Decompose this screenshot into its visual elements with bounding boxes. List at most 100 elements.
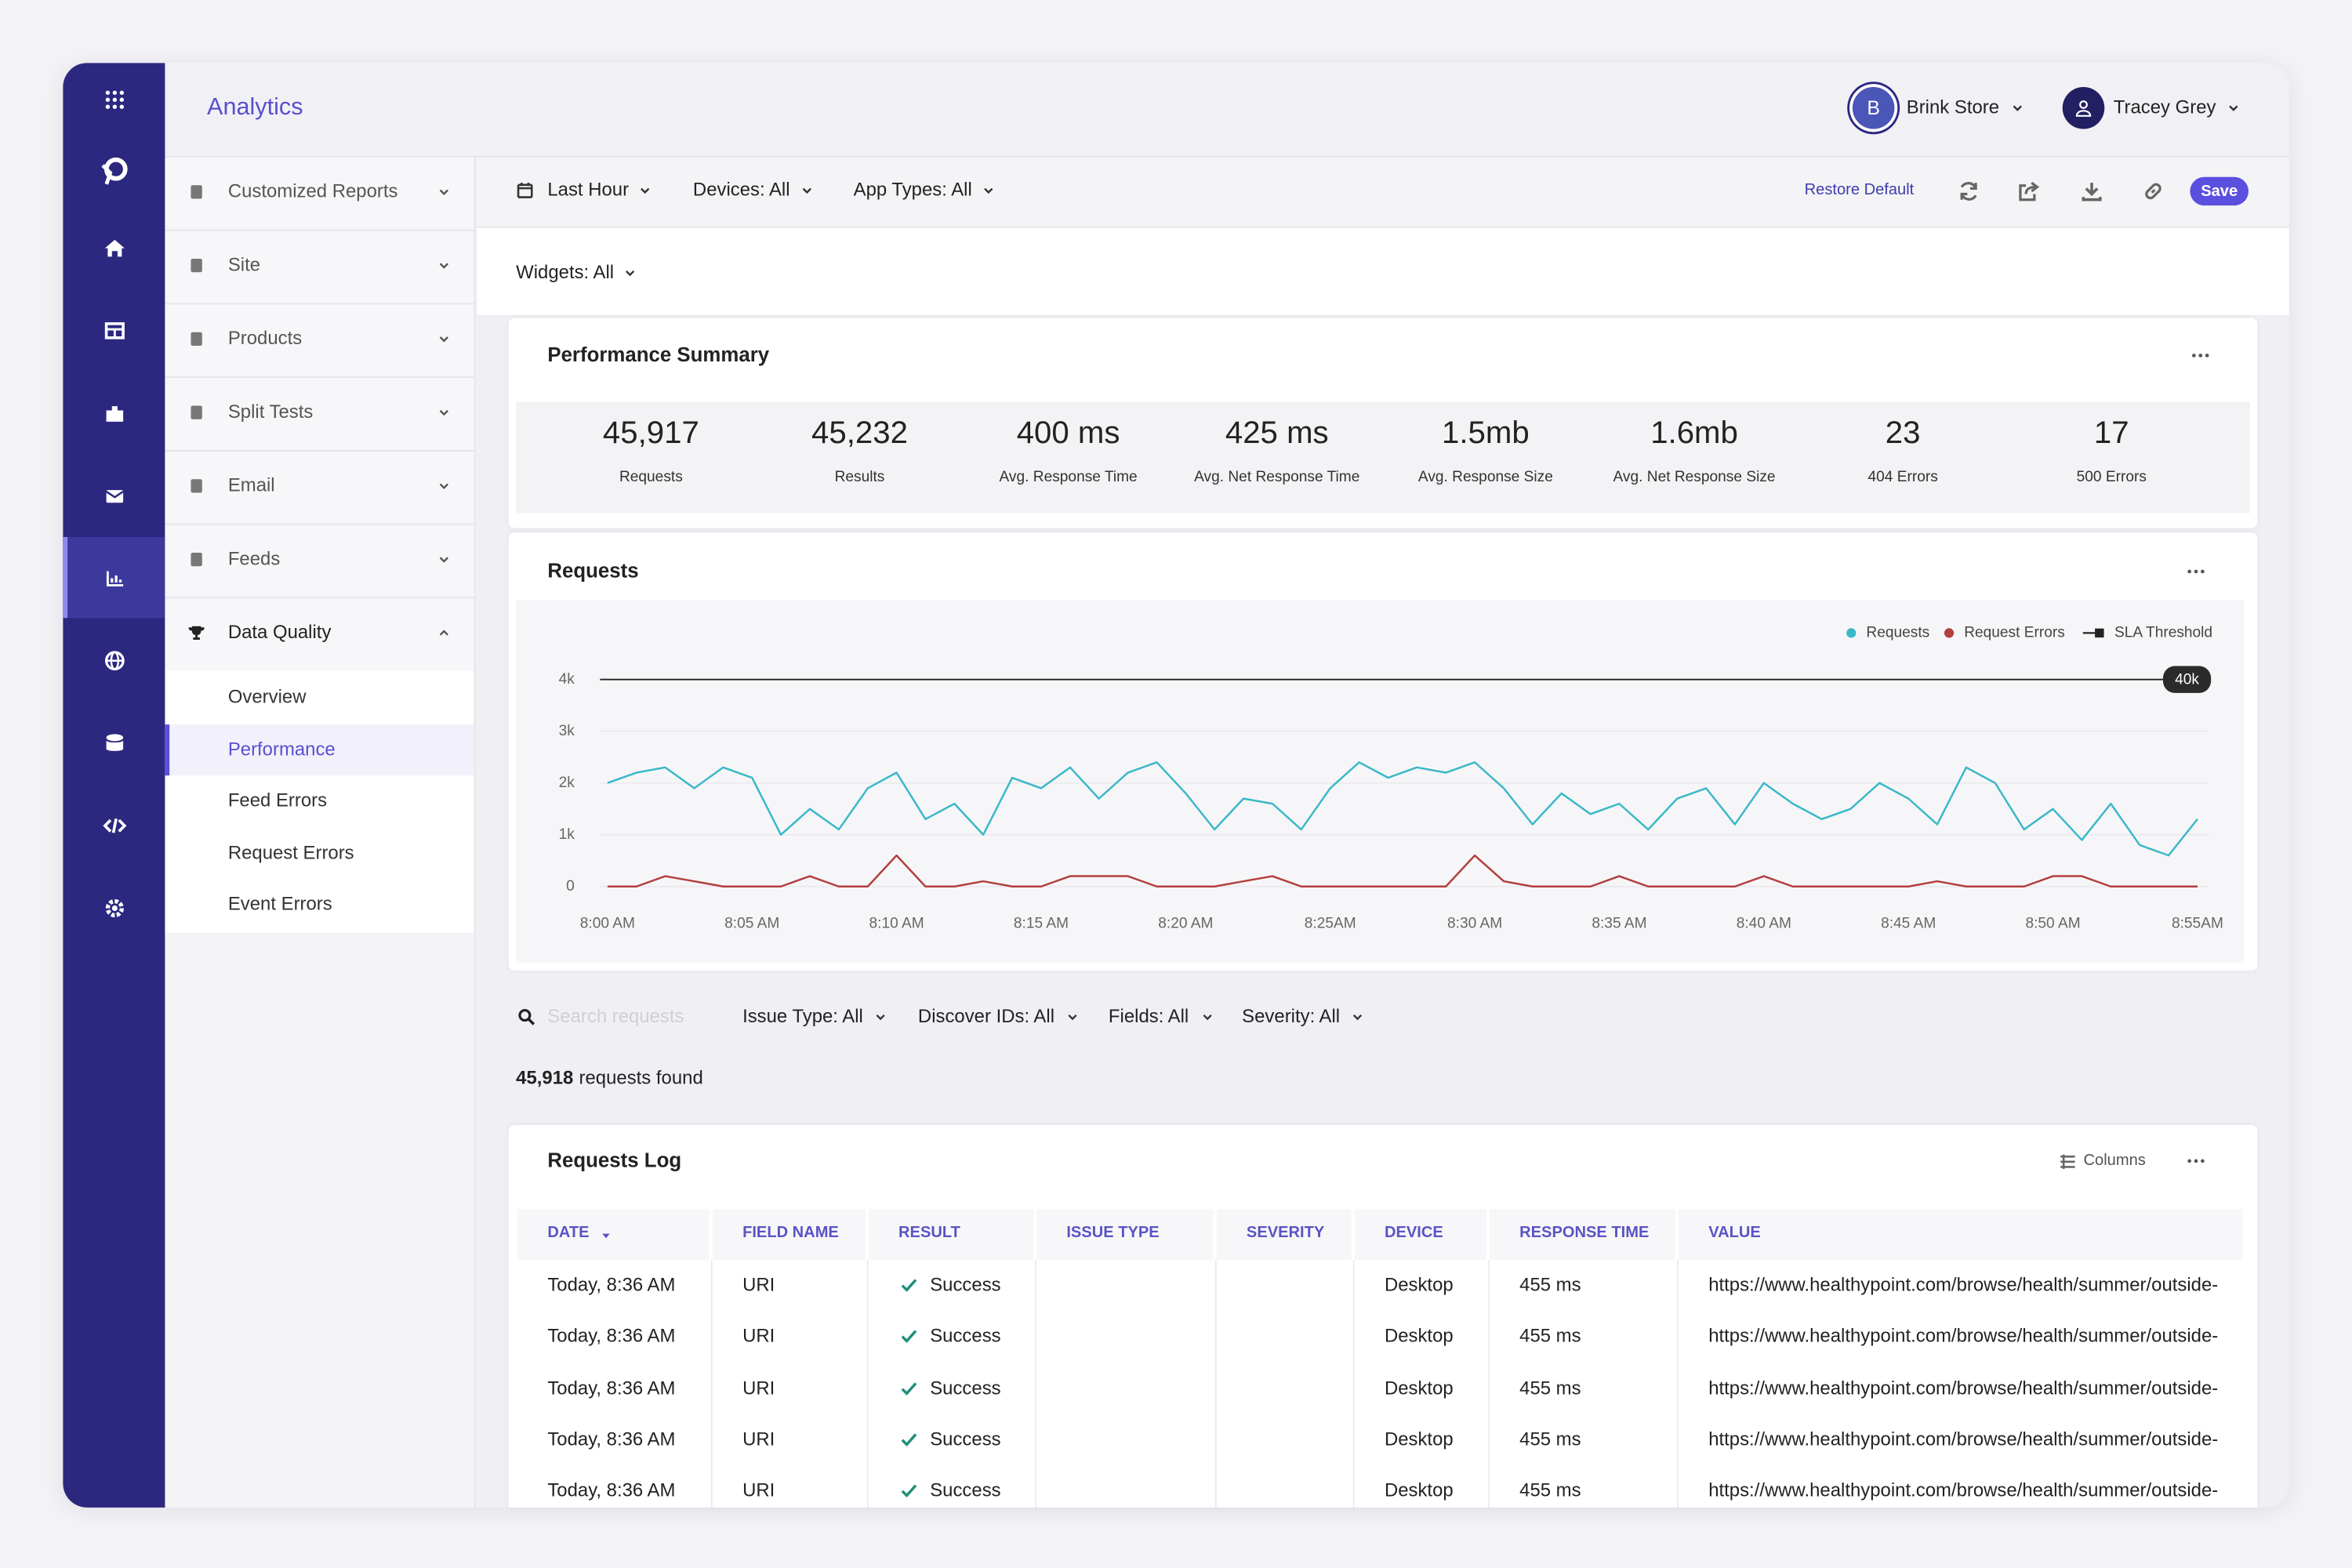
- nav-section[interactable]: [165, 378, 474, 452]
- success-icon: [901, 1279, 917, 1292]
- sidebar-icon-part: [111, 89, 117, 94]
- sidebar-icon[interactable]: [103, 731, 125, 754]
- stat-label: Avg. Response Time: [999, 469, 1138, 486]
- toolbar-icon[interactable]: [1957, 180, 1980, 202]
- table-cell: Desktop: [1384, 1428, 1454, 1450]
- table-header-cell[interactable]: [517, 1209, 710, 1261]
- success-icon-part: [901, 1484, 917, 1498]
- toolbar-filter[interactable]: Devices: All: [692, 179, 790, 201]
- sidebar-icon[interactable]: [103, 236, 125, 259]
- more-menu-part: [2201, 1159, 2205, 1163]
- more-menu[interactable]: [2186, 561, 2207, 583]
- sort-arrow: [602, 1233, 610, 1239]
- nav-label: Products: [227, 328, 303, 349]
- card-title: Requests: [547, 559, 639, 583]
- card-title: Performance Summary: [547, 343, 770, 366]
- x-tick-label: 8:45 AM: [1881, 916, 1936, 932]
- nav-section[interactable]: [165, 157, 474, 231]
- sidebar-icon[interactable]: [103, 566, 125, 589]
- store-avatar[interactable]: [1852, 86, 1895, 129]
- toolbar: [477, 157, 2289, 228]
- threshold-label: 40k: [2175, 672, 2199, 688]
- more-menu[interactable]: [2186, 1150, 2207, 1171]
- store-name[interactable]: Brink Store: [1906, 96, 2000, 118]
- nav-subitem[interactable]: Feed Errors: [227, 789, 328, 811]
- sidebar-icon-part: [105, 327, 123, 337]
- chevron: [1068, 1014, 1077, 1021]
- table-header-cell[interactable]: [1678, 1209, 2243, 1261]
- table-header-cell[interactable]: [1354, 1209, 1487, 1261]
- table-header-cell[interactable]: [712, 1209, 866, 1261]
- table-cell: https://www.healthypoint.com/browse/heal…: [1708, 1377, 2219, 1399]
- save-button[interactable]: [2190, 176, 2249, 206]
- sidebar-icon[interactable]: [103, 88, 125, 111]
- nav-section[interactable]: [165, 524, 474, 599]
- search-filter[interactable]: Issue Type: All: [742, 1005, 863, 1027]
- search-placeholder[interactable]: Search requests: [547, 1005, 684, 1027]
- sidebar-icon[interactable]: [103, 896, 125, 919]
- toolbar-filter[interactable]: Last Hour: [547, 179, 630, 201]
- toolbar-icon[interactable]: [2080, 180, 2103, 202]
- nav-section[interactable]: [165, 304, 474, 379]
- toolbar-filter[interactable]: App Types: All: [853, 179, 972, 201]
- table-header-cell[interactable]: [868, 1209, 1034, 1261]
- sidebar-icon[interactable]: [102, 814, 126, 837]
- nav-icon-part: [191, 259, 202, 273]
- columns-icon-part: [2060, 1153, 2074, 1169]
- chevron: [641, 187, 650, 194]
- nav-label: Split Tests: [227, 401, 314, 423]
- search-filter[interactable]: Fields: All: [1108, 1005, 1189, 1027]
- table-header-cell[interactable]: [1036, 1209, 1214, 1261]
- success-icon: [901, 1433, 917, 1446]
- table-cell: 455 ms: [1519, 1325, 1581, 1347]
- success-icon-part: [901, 1433, 917, 1446]
- sidebar-icon[interactable]: [103, 319, 125, 342]
- sidebar-icon-part: [111, 96, 117, 101]
- columns-button[interactable]: Columns: [2083, 1151, 2146, 1170]
- result-count-text: requests found: [579, 1067, 703, 1089]
- user-icon-part: [2079, 100, 2088, 109]
- search-filter[interactable]: Discover IDs: All: [917, 1005, 1055, 1027]
- success-icon-part: [901, 1279, 917, 1292]
- nav-subitem[interactable]: Performance: [227, 738, 336, 760]
- sidebar-icon-part: [104, 96, 110, 101]
- nav-label: Customized Reports: [227, 180, 398, 202]
- legend-marker: [1846, 628, 1857, 638]
- sidebar-icon-part: [104, 103, 110, 108]
- toolbar-icon-part: [2081, 182, 2101, 201]
- chevron: [2229, 105, 2238, 111]
- toolbar-icon[interactable]: [2141, 180, 2164, 202]
- toolbar-icon-part: [2018, 183, 2035, 201]
- more-menu-part: [2205, 354, 2209, 358]
- user-name[interactable]: Tracey Grey: [2113, 96, 2216, 118]
- nav-section[interactable]: [165, 598, 474, 673]
- sidebar-icon[interactable]: [103, 401, 125, 424]
- success-icon: [901, 1484, 917, 1498]
- sidebar-icon[interactable]: [103, 484, 125, 506]
- toolbar-icon-part: [2024, 180, 2039, 194]
- sidebar-icon-part: [110, 575, 122, 582]
- sidebar-icon[interactable]: [103, 648, 125, 671]
- table-header-cell[interactable]: [1216, 1209, 1352, 1261]
- sidebar-icon-part: [111, 103, 117, 108]
- chevron-part: [641, 187, 650, 194]
- calendar-icon-part: [518, 182, 532, 190]
- stat-value: 17: [2093, 416, 2129, 451]
- nav-subitem[interactable]: Event Errors: [227, 893, 332, 915]
- chevron-part: [625, 270, 635, 277]
- sidebar-icon[interactable]: [99, 156, 129, 186]
- search-filter[interactable]: Severity: All: [1242, 1005, 1341, 1027]
- restore-default[interactable]: Restore Default: [1804, 180, 1915, 199]
- toolbar-icon[interactable]: [2016, 180, 2039, 202]
- widgets-filter[interactable]: Widgets: All: [516, 261, 615, 283]
- nav-subitem[interactable]: Request Errors: [227, 841, 354, 863]
- legend-label: Requests: [1866, 624, 1929, 641]
- stat-value: 45,917: [602, 416, 699, 451]
- columns-icon[interactable]: [2059, 1152, 2075, 1169]
- table-header-cell[interactable]: [1489, 1209, 1676, 1261]
- chevron: [439, 483, 448, 489]
- nav-subitem[interactable]: Overview: [227, 686, 307, 708]
- nav-section[interactable]: [165, 451, 474, 525]
- more-menu[interactable]: [2190, 345, 2211, 366]
- nav-section[interactable]: [165, 230, 474, 305]
